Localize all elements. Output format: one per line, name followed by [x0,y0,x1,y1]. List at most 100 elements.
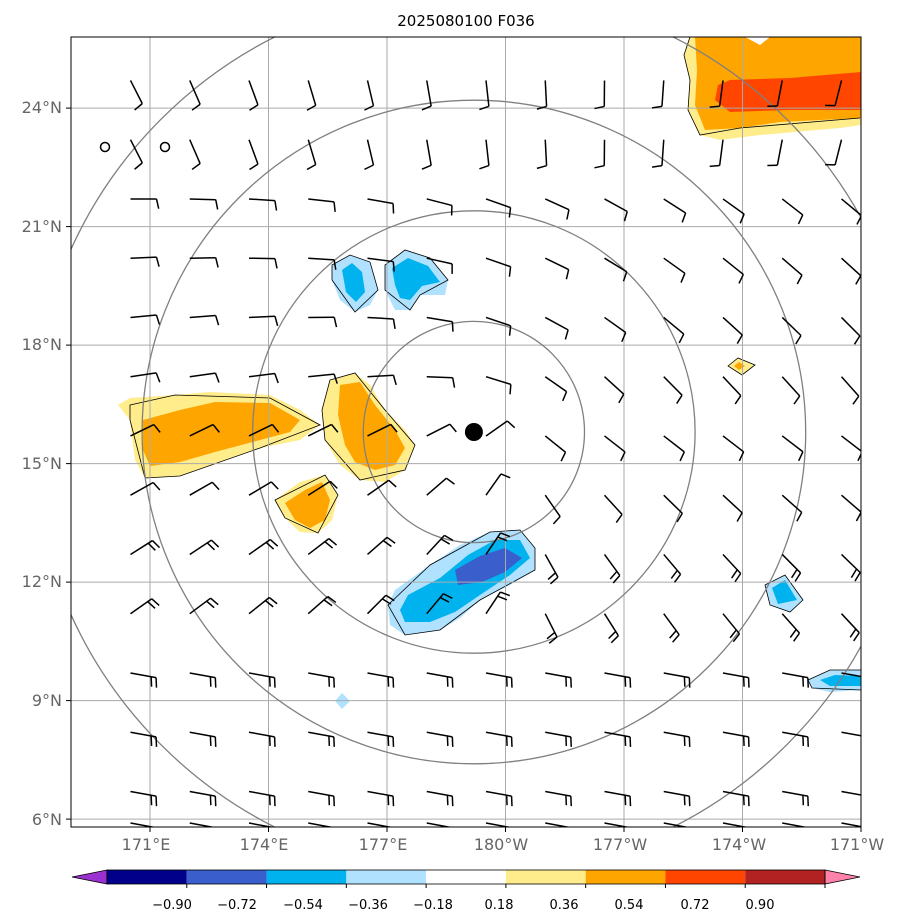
colorbar-label: 0.90 [746,898,775,913]
wind-barb [604,435,626,462]
barb-shaft [426,316,453,323]
barb-flag [736,334,743,344]
wind-barb [722,376,742,405]
wind-barb [189,80,201,111]
barb-flag [134,162,143,170]
barb-shaft [367,198,394,205]
barb-flag [623,211,628,222]
barb-shaft [604,257,628,273]
barb-flag [562,391,568,402]
barb-shaft [841,790,861,796]
wind-barb [306,139,317,171]
colorbar-label: −0.18 [413,898,453,913]
barb-flag [444,534,454,542]
barb-shaft [776,139,783,166]
range-ring [141,99,807,765]
lon-tick-label: 180°W [474,835,529,854]
axis-ticks [66,107,862,832]
wind-barb [189,481,220,496]
barb-flag [392,261,395,272]
barb-flag [681,212,687,223]
wind-barb [604,257,628,282]
wind-barb [781,613,801,642]
barb-shaft [841,198,861,217]
barb-shaft [367,423,392,437]
barb-shaft [834,139,843,166]
colorbar-label: 0.54 [615,898,644,913]
calm-wind-marker [159,141,171,153]
barb-shaft [248,315,276,319]
shaded-region-positive [338,382,405,470]
wind-barb [544,435,567,462]
barb-shaft [722,198,745,215]
wind-barb [130,672,158,688]
barb-shaft [485,316,511,327]
barb-flag [739,213,745,224]
colorbar-extend-high [824,869,861,885]
wind-barb [781,553,802,582]
barb-flag [552,516,561,525]
wind-barb [663,316,685,344]
barb-shaft [834,80,843,106]
barb-shaft [544,613,558,638]
lat-tick-label: 9°N [32,691,62,710]
barb-flag [392,375,397,386]
barb-shaft [663,790,690,797]
barb-shaft [367,790,394,797]
barb-shaft [781,376,801,397]
wind-barb [485,375,512,395]
barb-flag [497,595,508,601]
wind-barb [722,435,745,462]
wind-barb [544,376,568,402]
barb-flag [794,572,802,582]
lat-tick-labels: 24°N 21°N 18°N 15°N 12°N 9°N 6°N [22,98,62,829]
barb-flag [651,164,663,168]
barb-shaft [604,435,626,453]
barb-shaft [367,479,390,496]
barb-flag [333,201,336,212]
colorbar-label: 0.36 [550,898,579,913]
barb-shaft [367,731,394,738]
barb-flag [560,451,567,462]
wind-barb [421,80,432,111]
barb-shaft [545,790,571,797]
wind-barb [367,672,395,688]
barb-shaft [718,80,724,107]
barb-shaft [426,423,451,437]
barb-shaft [604,198,628,213]
wind-barb [544,198,570,220]
barb-shaft [129,80,143,104]
barb-shaft [189,314,216,319]
barb-flag [853,632,860,642]
range-ring [362,320,586,544]
wind-barb [248,315,279,327]
barb-flag [385,594,395,602]
barb-flag [789,628,797,638]
wind-barb [782,672,809,688]
barb-shaft [604,790,631,797]
wind-barb [307,595,337,615]
barb-flag [479,105,490,111]
wind-barb [840,316,861,345]
barb-shaft [544,435,566,453]
barb-flag [678,333,685,344]
wind-barb [426,423,457,437]
colorbar-label: −0.90 [152,898,192,913]
wind-barb [722,316,743,344]
lon-tick-label: 171°E [122,835,171,854]
barb-flag [736,512,743,522]
wind-barb [663,376,683,404]
barb-shaft [603,613,620,637]
barb-flag [323,599,333,607]
barb-flag [547,572,557,581]
barb-shaft [544,494,561,517]
barb-flag [849,628,857,638]
wind-barb [189,314,220,326]
barb-flag [618,393,625,404]
barb-shaft [840,257,861,277]
barb-shaft [189,481,213,496]
wind-barb [129,80,143,111]
barb-flag [564,329,569,340]
wind-barb [604,316,627,343]
colorbar-segment [426,870,506,884]
